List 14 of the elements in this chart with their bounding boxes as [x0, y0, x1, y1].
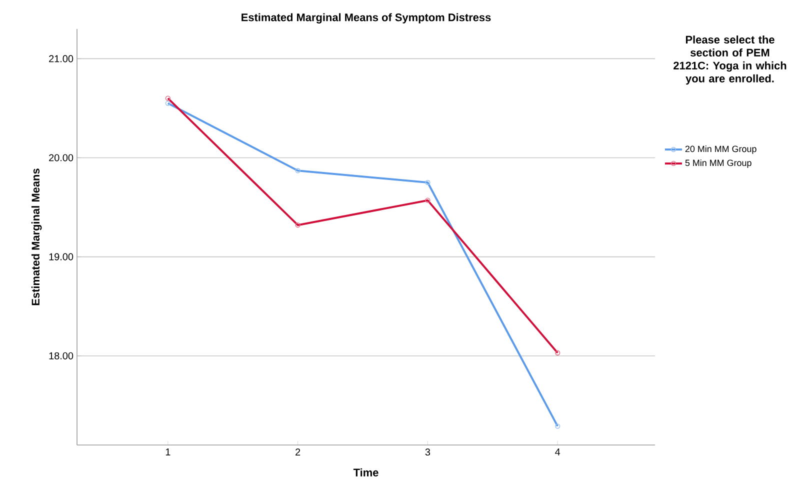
y-tick-label: 21.00 [49, 55, 74, 62]
y-tick-label: 20.00 [49, 154, 74, 162]
chart-title: Estimated Marginal Means of Symptom Distress [242, 13, 491, 24]
x-tick-label: 2 [296, 448, 300, 456]
y-tick-label: 18.00 [49, 352, 74, 360]
x-axis-title: Time [353, 468, 378, 476]
legend-title: Please select the section of PEM 2121C: Yoga in which you are enrolled. [674, 36, 786, 85]
x-tick-label: 1 [166, 448, 170, 456]
legend-label: 5 Min MM Group [685, 159, 752, 168]
x-tick-label: 3 [425, 448, 430, 456]
y-tick-label: 19.00 [49, 253, 74, 260]
y-axis-title: Estimated Marginal Means [31, 168, 42, 306]
x-tick-label: 4 [555, 448, 560, 456]
legend-label: 20 Min MM Group [685, 145, 756, 154]
